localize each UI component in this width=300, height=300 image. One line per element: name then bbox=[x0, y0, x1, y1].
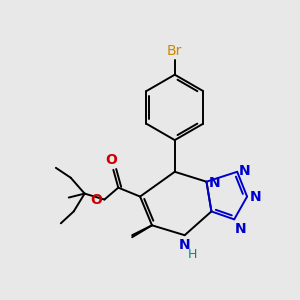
Text: N: N bbox=[235, 222, 247, 236]
Text: N: N bbox=[208, 176, 220, 190]
Text: O: O bbox=[105, 153, 117, 167]
Text: H: H bbox=[188, 248, 197, 261]
Text: Br: Br bbox=[167, 44, 182, 58]
Text: O: O bbox=[91, 193, 102, 206]
Text: N: N bbox=[239, 164, 251, 178]
Text: N: N bbox=[250, 190, 262, 204]
Text: N: N bbox=[179, 238, 190, 252]
